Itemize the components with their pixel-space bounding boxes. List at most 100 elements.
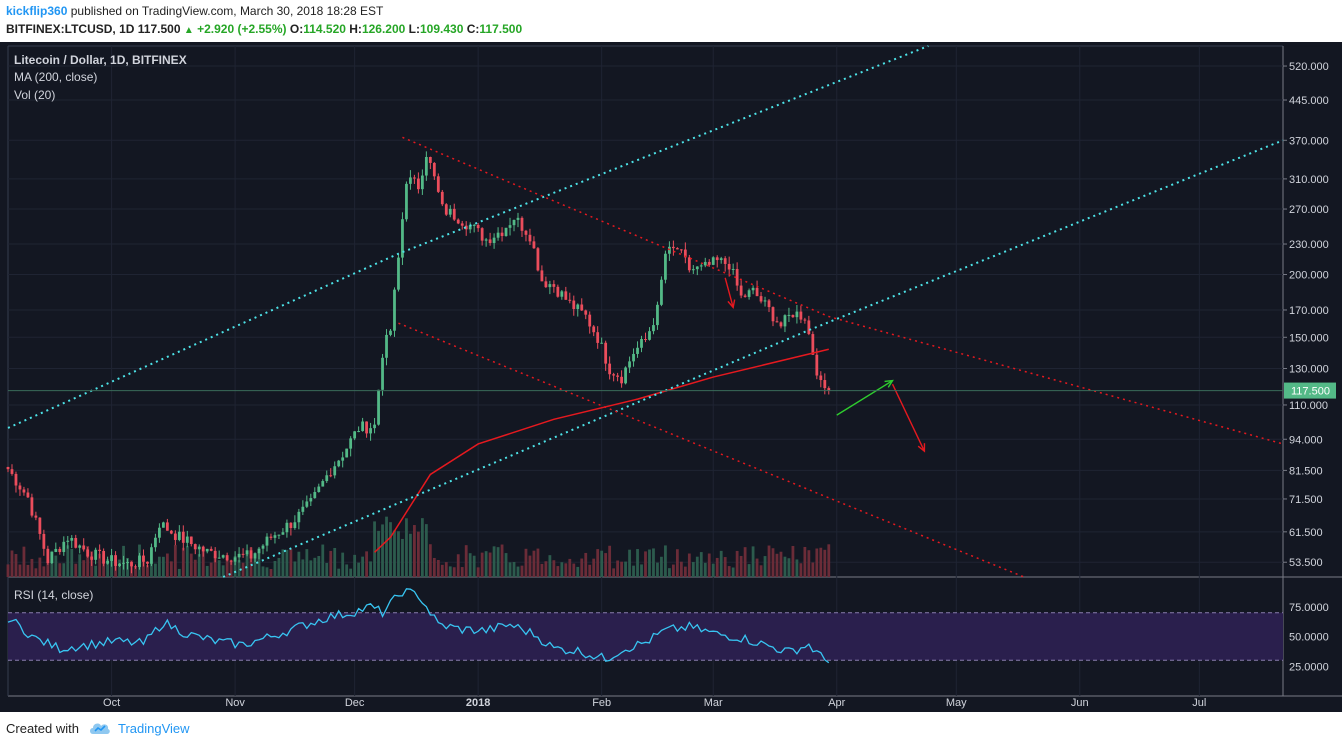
volume-bar bbox=[440, 564, 444, 577]
volume-bar bbox=[405, 518, 408, 577]
candle-body bbox=[38, 517, 42, 534]
candle-body bbox=[146, 561, 149, 564]
volume-bar bbox=[6, 564, 10, 577]
volume-bar bbox=[632, 565, 635, 577]
ohlc-line: BITFINEX:LTCUSD, 1D 117.500 ▲ +2.920 (+2… bbox=[6, 22, 522, 36]
candle-body bbox=[703, 261, 707, 266]
candle-body bbox=[687, 257, 691, 271]
volume-bar bbox=[703, 562, 707, 577]
volume-bar bbox=[146, 565, 149, 577]
volume-bar bbox=[249, 547, 253, 577]
volume-bar bbox=[401, 538, 404, 577]
candle-body bbox=[460, 223, 464, 226]
volume-legend: Vol (20) bbox=[14, 88, 55, 102]
volume-bar bbox=[337, 568, 341, 577]
candle-body bbox=[815, 354, 819, 376]
candle-body bbox=[281, 532, 285, 535]
volume-bar bbox=[428, 544, 432, 577]
volume-bar bbox=[584, 552, 588, 577]
volume-bar bbox=[616, 560, 620, 577]
candle-body bbox=[337, 460, 341, 467]
volume-bar bbox=[329, 550, 333, 577]
high-value: 126.200 bbox=[361, 22, 406, 36]
candle-body bbox=[305, 501, 309, 507]
rsi-tick-label: 25.0000 bbox=[1289, 661, 1329, 673]
price-tick-label: 61.500 bbox=[1289, 527, 1323, 539]
volume-bar bbox=[775, 553, 779, 577]
chart-legend: RSI (14, close) Litecoin / Dollar, 1D, BI… bbox=[14, 53, 187, 602]
volume-bar bbox=[42, 566, 46, 577]
candle-body bbox=[699, 265, 703, 267]
volume-bar bbox=[644, 551, 647, 577]
trend-line bbox=[398, 322, 1025, 578]
candle-body bbox=[106, 560, 110, 564]
candle-body bbox=[181, 531, 185, 543]
candle-body bbox=[173, 533, 177, 540]
volume-bar bbox=[98, 553, 102, 577]
candle-body bbox=[30, 497, 34, 516]
volume-bar bbox=[313, 557, 317, 577]
candle-body bbox=[221, 555, 225, 558]
chart-canvas[interactable]: 520.000 445.000 370.000 310.000 270.000 230.0… bbox=[0, 42, 1342, 712]
tradingview-link[interactable]: TradingView bbox=[118, 721, 190, 736]
candle-body bbox=[385, 334, 388, 358]
candle-body bbox=[763, 300, 767, 302]
candle-body bbox=[361, 421, 365, 432]
high-label: H: bbox=[349, 22, 362, 36]
volume-bar bbox=[819, 547, 823, 577]
candle-body bbox=[628, 361, 631, 368]
candle-body bbox=[644, 339, 647, 341]
candle-body bbox=[464, 225, 468, 230]
candle-body bbox=[656, 304, 659, 326]
volume-bar bbox=[321, 544, 325, 577]
candle-body bbox=[580, 304, 584, 311]
price-tick-label: 370.000 bbox=[1289, 135, 1329, 147]
candle-body bbox=[341, 457, 345, 461]
volume-bar bbox=[528, 555, 532, 577]
volume-bar bbox=[496, 547, 500, 577]
candle-body bbox=[492, 237, 496, 244]
volume-bar bbox=[257, 551, 261, 577]
publish-info: kickflip360 published on TradingView.com… bbox=[6, 4, 383, 18]
volume-bar bbox=[755, 558, 759, 577]
candle-body bbox=[779, 322, 783, 327]
volume-bar bbox=[309, 560, 313, 577]
candle-body bbox=[74, 537, 78, 548]
candle-body bbox=[154, 537, 157, 548]
volume-bar bbox=[656, 562, 659, 577]
volume-bar bbox=[397, 531, 400, 577]
volume-bar bbox=[456, 554, 460, 577]
candle-body bbox=[86, 549, 90, 557]
candle-body bbox=[349, 438, 353, 449]
volume-bar bbox=[795, 559, 799, 577]
candle-body bbox=[719, 258, 723, 261]
candle-body bbox=[325, 475, 329, 482]
candle-body bbox=[34, 515, 38, 518]
volume-bar bbox=[377, 530, 380, 577]
candle-body bbox=[723, 258, 727, 264]
volume-bar bbox=[691, 562, 695, 577]
volume-bar bbox=[424, 524, 428, 577]
volume-bar bbox=[827, 544, 831, 577]
volume-bar bbox=[444, 562, 448, 577]
volume-bar bbox=[74, 563, 78, 577]
close-value: 117.500 bbox=[479, 22, 523, 36]
volume-bar bbox=[500, 544, 504, 577]
volume-bar bbox=[221, 565, 225, 577]
volume-bar bbox=[281, 549, 285, 577]
volume-bar bbox=[420, 518, 424, 577]
author-link[interactable]: kickflip360 bbox=[6, 4, 68, 18]
volume-bar bbox=[106, 559, 110, 577]
candle-body bbox=[476, 224, 480, 229]
trend-line bbox=[402, 136, 1284, 445]
volume-bar bbox=[664, 545, 667, 577]
volume-bar bbox=[369, 561, 372, 577]
volume-bar bbox=[154, 563, 157, 577]
volume-bar bbox=[683, 566, 687, 577]
candle-body bbox=[731, 268, 735, 270]
candle-body bbox=[397, 257, 400, 290]
volume-bar bbox=[743, 547, 747, 577]
candle-body bbox=[401, 219, 404, 258]
volume-bar bbox=[353, 554, 357, 577]
volume-bar bbox=[86, 545, 90, 577]
